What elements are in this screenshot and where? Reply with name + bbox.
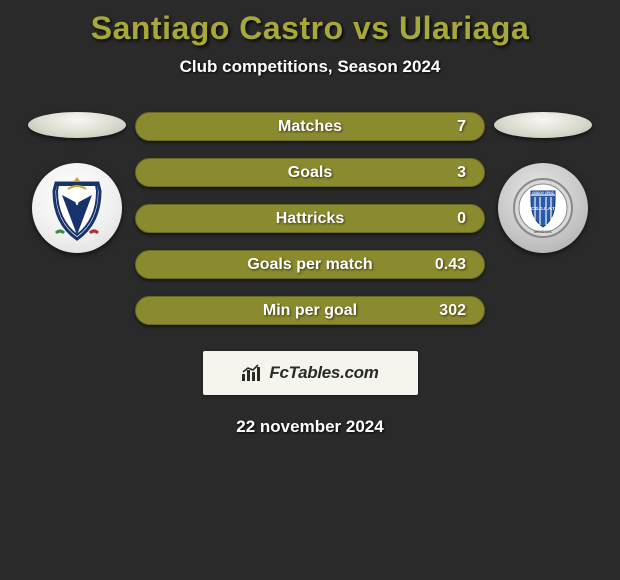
- comparison-card: Santiago Castro vs Ulariaga Club competi…: [0, 0, 620, 437]
- left-player-name-oval: [28, 112, 126, 138]
- stat-label: Min per goal: [136, 302, 484, 320]
- bar-chart-icon: [241, 364, 263, 382]
- brand-text: FcTables.com: [269, 363, 378, 383]
- stat-label: Hattricks: [136, 210, 484, 228]
- page-title: Santiago Castro vs Ulariaga: [0, 10, 620, 47]
- svg-text:V: V: [74, 197, 80, 207]
- stats-list: Matches 7 Goals 3 Hattricks 0 Goals per …: [135, 112, 485, 325]
- left-player-column: V: [27, 112, 127, 253]
- stat-row-matches: Matches 7: [135, 112, 485, 141]
- stat-value: 3: [457, 164, 466, 182]
- stat-label: Goals per match: [136, 256, 484, 274]
- stats-area: V Matches 7 Goals 3 Hattricks 0 Goals pe…: [0, 112, 620, 325]
- right-player-name-oval: [494, 112, 592, 138]
- subtitle: Club competitions, Season 2024: [0, 57, 620, 77]
- stat-label: Matches: [136, 118, 484, 136]
- stat-value: 0: [457, 210, 466, 228]
- club-shield-icon: V: [46, 173, 108, 243]
- svg-text:GODOY CRUZ: GODOY CRUZ: [532, 191, 554, 195]
- right-player-column: GODOY CRUZ C.D.G.C.A.T MENDOZA: [493, 112, 593, 253]
- date-label: 22 november 2024: [0, 417, 620, 437]
- stat-row-hattricks: Hattricks 0: [135, 204, 485, 233]
- right-club-badge: GODOY CRUZ C.D.G.C.A.T MENDOZA: [498, 163, 588, 253]
- stat-label: Goals: [136, 164, 484, 182]
- stat-row-goals-per-match: Goals per match 0.43: [135, 250, 485, 279]
- stat-value: 0.43: [435, 256, 466, 274]
- svg-text:C.D.G.C.A.T: C.D.G.C.A.T: [531, 206, 555, 211]
- stat-value: 7: [457, 118, 466, 136]
- left-club-badge: V: [32, 163, 122, 253]
- stat-value: 302: [439, 302, 466, 320]
- brand-watermark: FcTables.com: [203, 351, 418, 395]
- stat-row-min-per-goal: Min per goal 302: [135, 296, 485, 325]
- club-shield-icon: GODOY CRUZ C.D.G.C.A.T MENDOZA: [512, 177, 574, 239]
- svg-text:MENDOZA: MENDOZA: [534, 230, 552, 234]
- stat-row-goals: Goals 3: [135, 158, 485, 187]
